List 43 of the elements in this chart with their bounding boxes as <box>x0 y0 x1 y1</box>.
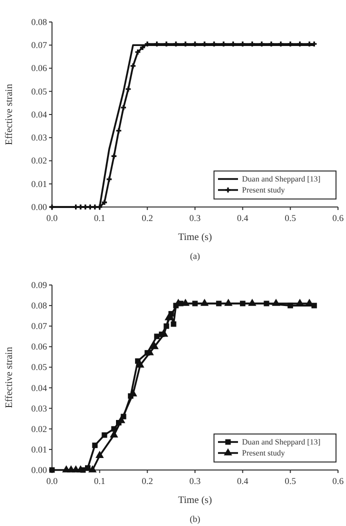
text: (b) <box>190 514 200 524</box>
x-tick-label: 0.3 <box>189 213 202 223</box>
legend-label: Present study <box>242 448 285 458</box>
legend-label: Present study <box>242 186 285 195</box>
y-tick-label: 0.02 <box>31 156 47 166</box>
y-tick-label: 0.01 <box>31 444 47 454</box>
legend-label: Duan and Sheppard [13] <box>242 438 321 447</box>
legend-label: Duan and Sheppard [13] <box>242 174 321 184</box>
x-tick-label: 0.5 <box>284 476 296 486</box>
x-tick-label: 0.2 <box>142 213 153 223</box>
y-tick-label: 0.04 <box>31 109 48 120</box>
x-tick-label: 0.1 <box>94 213 106 223</box>
x-axis-title: Time (s) <box>178 232 212 243</box>
x-tick-label: 0.6 <box>332 213 344 223</box>
x-tick-label: 0.2 <box>142 476 153 486</box>
y-tick-label: 0.00 <box>31 464 48 475</box>
y-tick-label: 0.02 <box>31 424 47 434</box>
y-tick-label: 0.07 <box>31 40 48 50</box>
y-tick-label: 0.09 <box>31 280 48 290</box>
x-axis-title: Time (s) <box>178 495 212 506</box>
y-tick-label: 0.05 <box>31 362 48 372</box>
y-tick-label: 0.03 <box>31 132 48 143</box>
y-tick-label: 0.07 <box>31 321 48 332</box>
x-tick-label: 0.4 <box>237 213 249 223</box>
x-tick-label: 0.4 <box>237 476 249 486</box>
y-axis-title: Effective strain <box>4 84 15 146</box>
y-tick-label: 0.06 <box>31 63 48 74</box>
y-tick-label: 0.05 <box>31 86 48 96</box>
y-tick-label: 0.06 <box>31 342 48 352</box>
x-tick-label: 0.0 <box>46 213 58 223</box>
y-tick-label: 0.08 <box>31 300 48 311</box>
x-tick-label: 0.5 <box>284 213 296 223</box>
y-tick-label: 0.08 <box>31 16 48 27</box>
y-tick-label: 0.01 <box>31 178 47 189</box>
text: (a) <box>190 251 200 261</box>
x-tick-label: 0.1 <box>94 476 106 486</box>
x-tick-label: 0.3 <box>189 476 202 486</box>
y-tick-label: 0.04 <box>31 382 48 393</box>
x-tick-label: 0.0 <box>46 476 58 486</box>
y-tick-label: 0.00 <box>31 202 48 212</box>
x-tick-label: 0.6 <box>332 476 344 486</box>
y-tick-label: 0.03 <box>31 403 48 414</box>
y-axis-title: Effective strain <box>4 346 15 408</box>
